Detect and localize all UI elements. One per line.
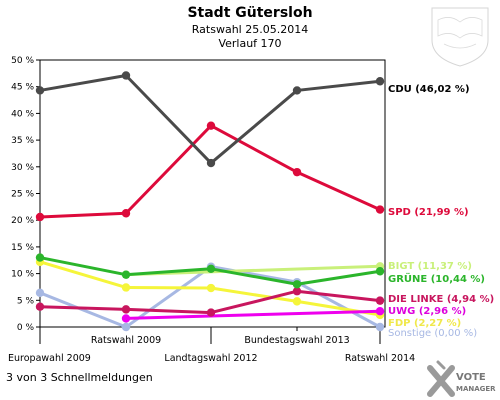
data-point <box>35 302 45 311</box>
data-point <box>375 77 385 86</box>
series-cdu <box>35 71 385 168</box>
data-point <box>206 158 216 168</box>
x-tick-label: Ratswahl 2014 <box>345 353 415 364</box>
data-point <box>121 322 131 332</box>
y-tick-label: 5 % <box>17 296 35 306</box>
y-tick-label: 25 % <box>11 190 34 200</box>
data-point <box>35 253 45 262</box>
series-lines <box>35 71 385 332</box>
y-tick-label: 10 % <box>11 270 34 280</box>
data-point <box>375 205 385 214</box>
data-point <box>292 297 302 306</box>
series-gr-ne <box>35 253 385 289</box>
series-end-label: UWG (2,96 %) <box>388 306 466 317</box>
data-point <box>375 267 385 276</box>
chart-title: Stadt Gütersloh <box>187 5 312 21</box>
data-point <box>35 86 45 95</box>
data-point <box>121 209 131 218</box>
y-tick-label: 35 % <box>11 136 34 146</box>
series-end-label: Sonstige (0,00 %) <box>388 328 477 339</box>
brand-vote: VOTE <box>456 372 486 383</box>
data-point <box>121 314 131 323</box>
y-tick-label: 50 % <box>11 56 34 66</box>
series-end-label: DIE LINKE (4,94 %) <box>388 294 494 305</box>
y-tick-label: 45 % <box>11 83 34 93</box>
data-point <box>292 287 302 296</box>
series-line <box>125 309 381 320</box>
y-tick-label: 15 % <box>11 243 34 253</box>
y-axis: 0 % 5 % 10 % 15 % 20 % 25 % 30 % 35 % 40 % 45 % 50… <box>11 56 40 333</box>
data-point <box>292 167 302 177</box>
data-point <box>35 288 45 298</box>
y-tick-label: 40 % <box>11 109 34 119</box>
data-point <box>375 322 385 332</box>
series-line <box>125 264 381 277</box>
data-point <box>206 264 216 273</box>
coat-of-arms-icon <box>431 7 489 67</box>
x-tick-label: Ratswahl 2009 <box>91 335 161 346</box>
series-end-label: BIGT (11,37 %) <box>388 261 472 272</box>
x-mark-icon <box>427 360 455 397</box>
series-labels: CDU (46,02 %) SPD (21,99 %) BIGT (11,37 %)… <box>388 84 494 339</box>
data-point <box>121 71 131 80</box>
chart-subtitle: Ratswahl 25.05.2014 <box>192 23 308 36</box>
series-spd <box>35 121 385 222</box>
data-point <box>121 283 131 292</box>
series-fdp <box>35 257 385 320</box>
x-tick-label: Europawahl 2009 <box>8 353 91 364</box>
brand-manager: MANAGER <box>456 385 496 393</box>
data-point <box>292 280 302 289</box>
series-end-label: FDP (2,27 %) <box>388 318 461 329</box>
series-uwg <box>121 306 385 323</box>
x-tick-label: Landtagswahl 2012 <box>164 353 257 364</box>
x-tick-label: Bundestagswahl 2013 <box>244 335 349 346</box>
data-point <box>121 305 131 314</box>
data-point <box>375 296 385 305</box>
vote-manager-logo: VOTE MANAGER <box>427 360 496 397</box>
data-point <box>121 270 131 279</box>
chart-subtitle-2: Verlauf 170 <box>218 37 281 50</box>
data-point <box>375 306 385 316</box>
series-end-label: SPD (21,99 %) <box>388 207 469 218</box>
y-tick-label: 30 % <box>11 163 34 173</box>
data-point <box>206 121 216 130</box>
footer-text: 3 von 3 Schnellmeldungen <box>6 371 153 384</box>
plot-area <box>39 59 386 328</box>
data-point <box>35 212 45 222</box>
data-point <box>292 86 302 95</box>
series-end-label: CDU (46,02 %) <box>388 84 470 95</box>
series-end-label: GRÜNE (10,44 %) <box>388 271 485 285</box>
data-point <box>206 308 216 317</box>
y-tick-label: 0 % <box>17 323 35 333</box>
series-die-linke <box>35 287 385 317</box>
y-tick-label: 20 % <box>11 216 34 226</box>
data-point <box>206 283 216 293</box>
